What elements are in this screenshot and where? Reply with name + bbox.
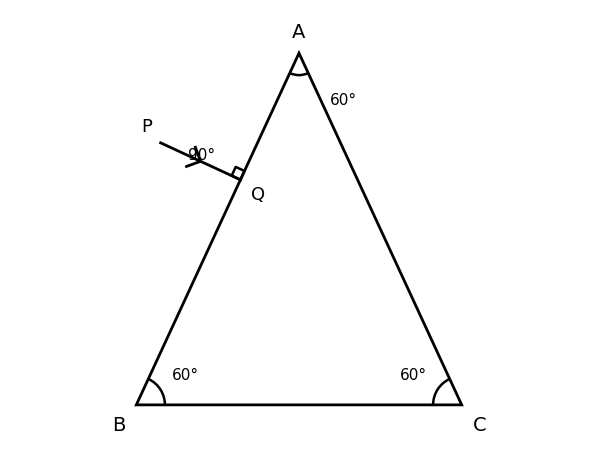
Text: 90°: 90° (188, 147, 215, 163)
Text: P: P (141, 118, 152, 136)
Text: A: A (292, 23, 306, 42)
Text: 60°: 60° (172, 368, 199, 383)
Text: 60°: 60° (329, 93, 357, 108)
Text: 60°: 60° (399, 368, 426, 383)
Text: B: B (112, 416, 126, 435)
Text: C: C (472, 416, 486, 435)
Text: Q: Q (251, 186, 266, 204)
